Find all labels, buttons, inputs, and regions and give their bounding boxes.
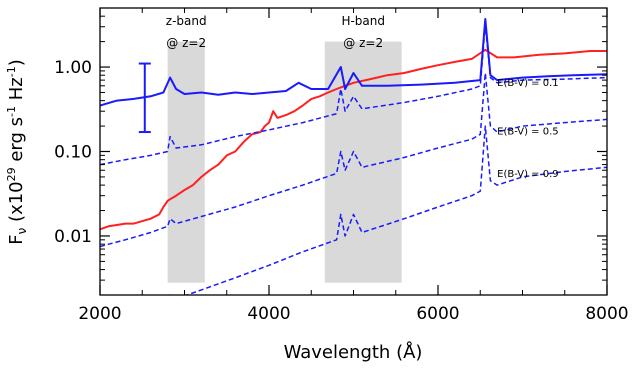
band-2 xyxy=(324,41,402,283)
curve-label-3: E(B-V) = 0.9 xyxy=(497,169,558,180)
y-axis-title-close: ) xyxy=(6,59,27,66)
y-axis-title-exp-s: -1 xyxy=(5,106,18,117)
band-1 xyxy=(167,41,205,283)
y-axis-ticks: 0.01 0.10 1.00 xyxy=(54,7,607,296)
x-tick-label: 4000 xyxy=(247,304,290,324)
y-axis-title-nu: ν xyxy=(15,227,29,234)
y-axis-title-exp-hz: -1 xyxy=(5,66,18,77)
shaded-bands: z-band @ z=2 H-band @ z=2 xyxy=(166,14,402,283)
series-line-1 xyxy=(100,48,607,231)
series-group xyxy=(100,18,607,295)
error-bar-group xyxy=(138,62,151,134)
x-tick-label: 2000 xyxy=(78,304,121,324)
x-tick-label: 6000 xyxy=(416,304,459,324)
series-line-4 xyxy=(100,72,607,248)
y-tick-label: 1.00 xyxy=(54,58,92,78)
curve-annotations: E(B-V) = 0.1 E(B-V) = 0.5 E(B-V) = 0.9 xyxy=(497,78,558,180)
y-axis-title-part4: erg s xyxy=(6,117,27,167)
curve-label-2: E(B-V) = 0.5 xyxy=(497,126,558,137)
y-tick-label: 0.01 xyxy=(54,227,92,247)
y-axis-title-f: F xyxy=(6,234,27,244)
y-axis-title-part2: (x10 xyxy=(6,181,27,227)
y-axis-title: Fν (x1029 erg s-1 Hz-1) xyxy=(5,59,29,244)
x-axis-ticks: 2000 4000 6000 8000 xyxy=(78,8,629,324)
x-tick-label: 8000 xyxy=(585,304,628,324)
y-axis-title-exp29: 29 xyxy=(5,167,18,181)
y-axis-title-part6: Hz xyxy=(6,77,27,106)
curve-label-1: E(B-V) = 0.1 xyxy=(497,78,558,89)
band-2-label-line2: @ z=2 xyxy=(343,36,383,50)
band-1-label-line1: z-band xyxy=(166,14,207,28)
x-axis-title: Wavelength (Å) xyxy=(284,341,423,363)
band-2-label-line1: H-band xyxy=(341,14,385,28)
band-1-label-line2: @ z=2 xyxy=(166,36,206,50)
series-line-5 xyxy=(169,125,607,295)
series-line-3 xyxy=(100,23,607,166)
y-tick-label: 0.10 xyxy=(54,143,92,163)
